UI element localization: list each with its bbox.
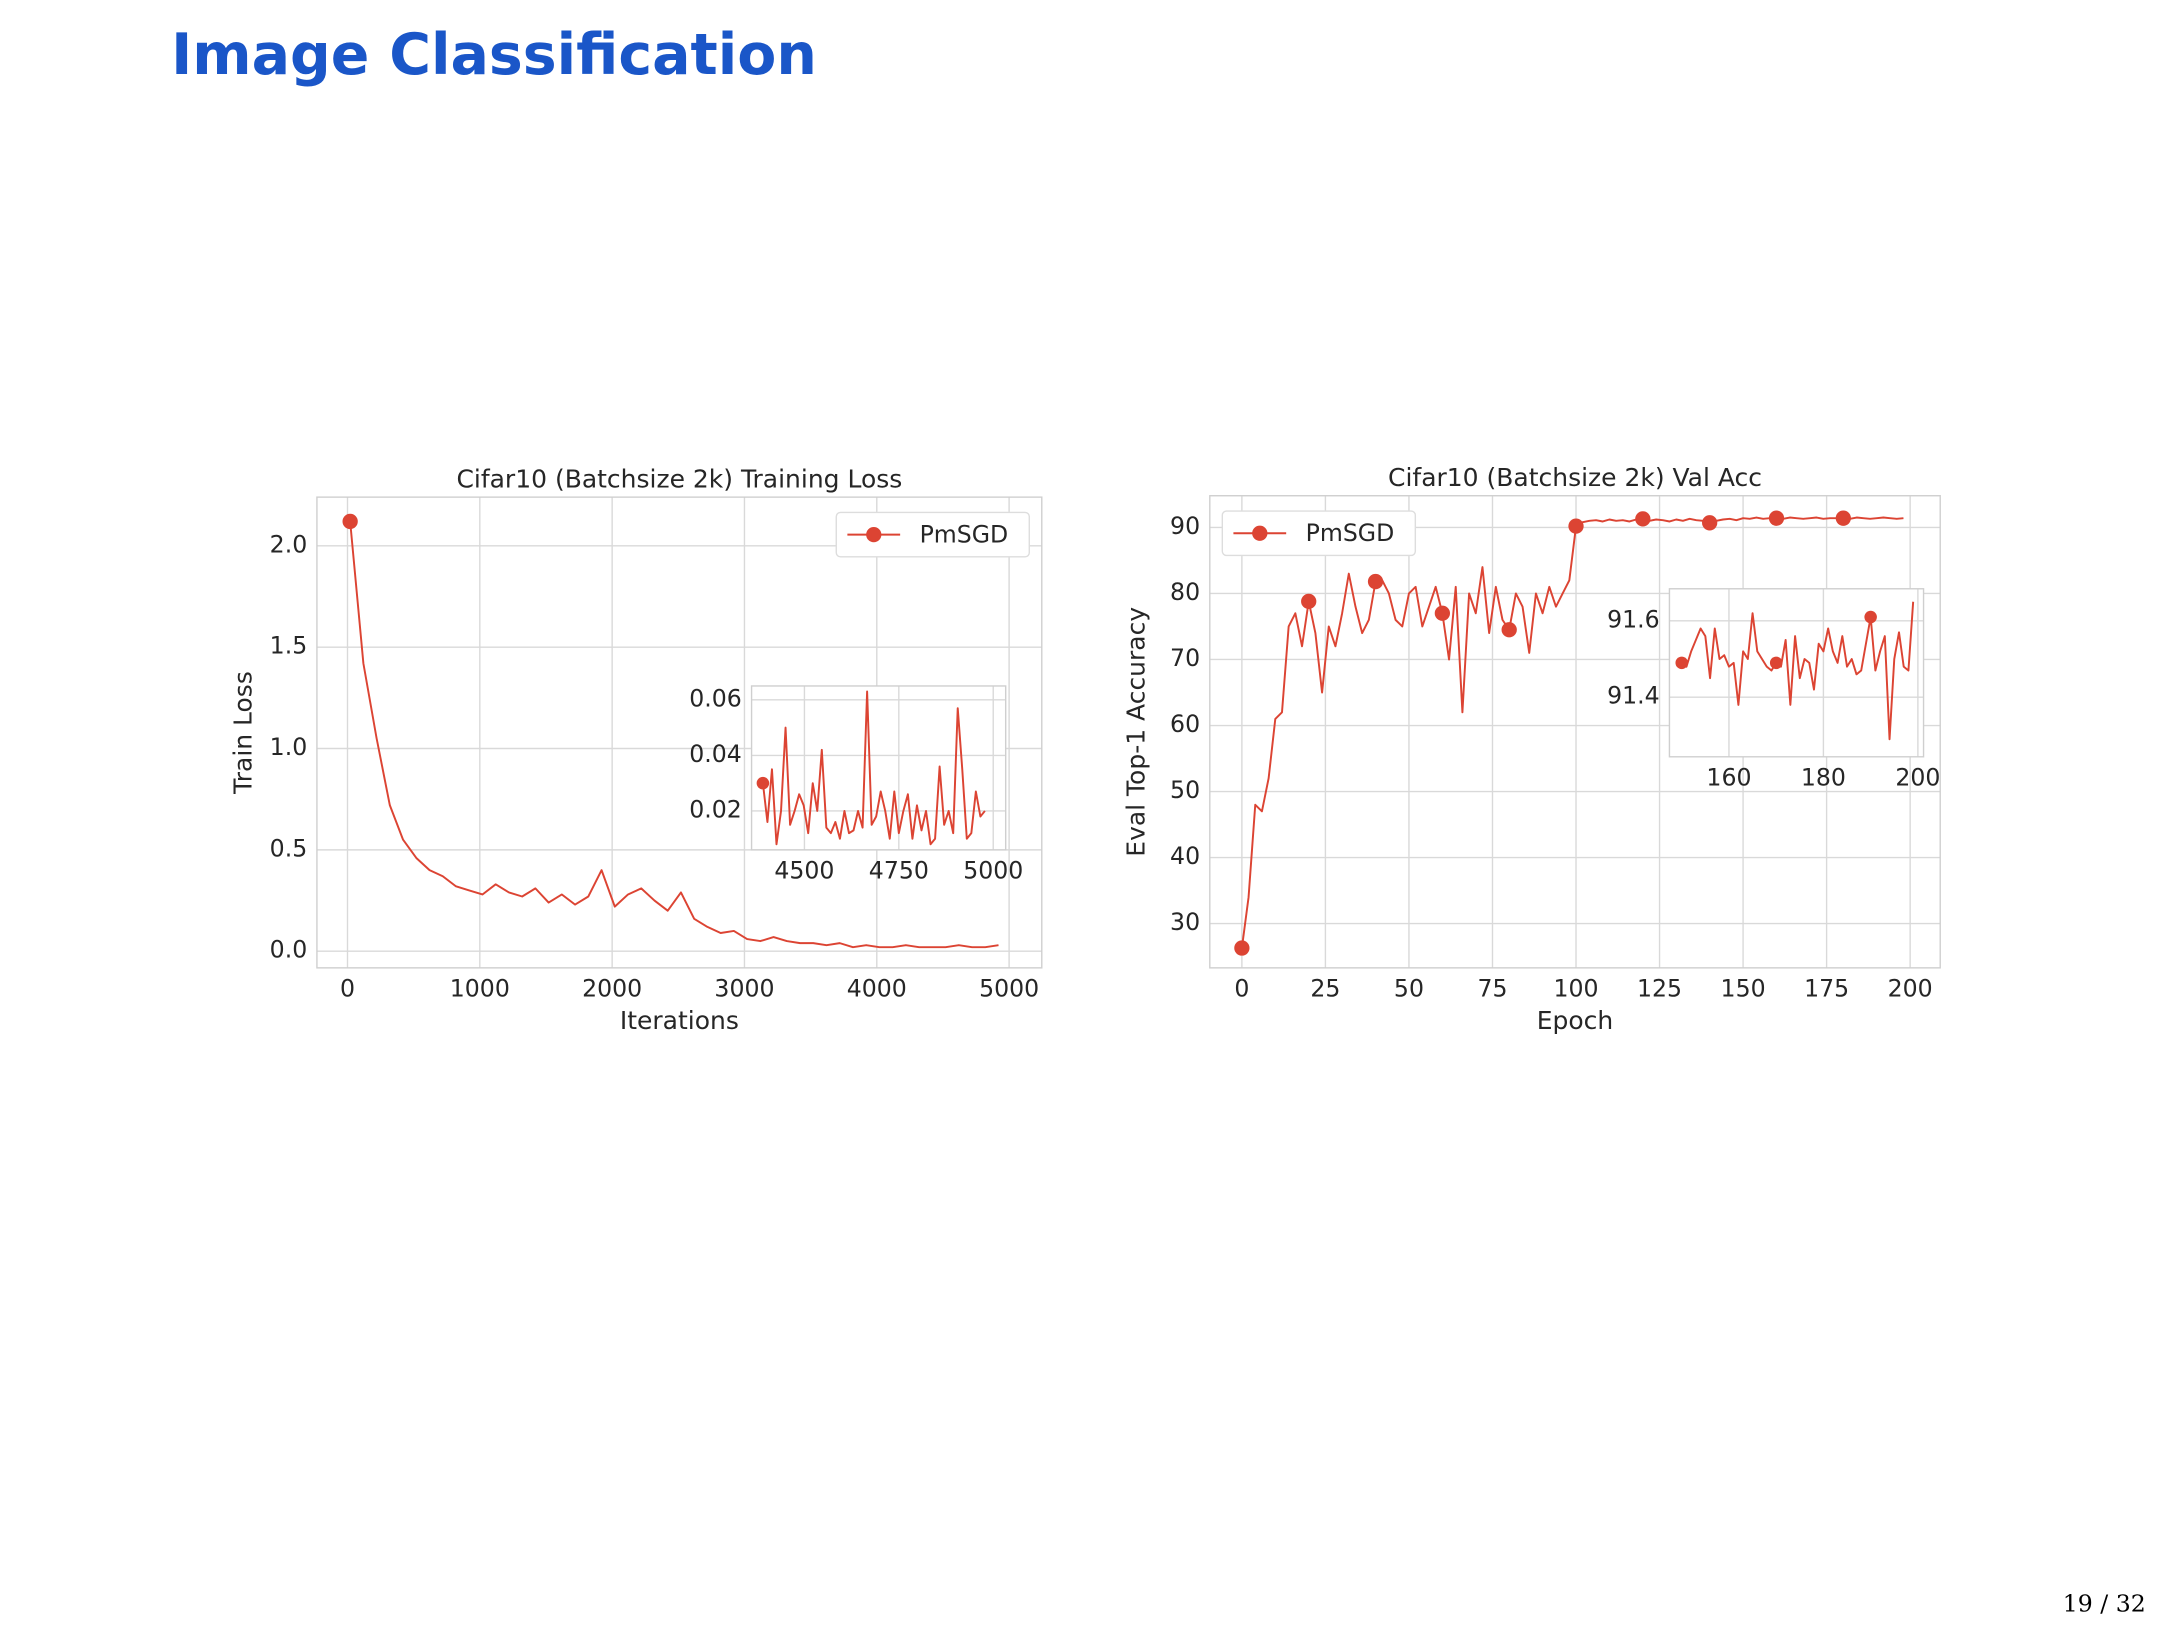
- x-tick-label: 4000: [847, 975, 907, 1003]
- data-marker: [756, 776, 770, 790]
- plot-frame: [316, 496, 1043, 969]
- legend-label: PmSGD: [1306, 519, 1395, 547]
- data-marker: [1864, 610, 1877, 624]
- y-tick-label: 80: [1170, 578, 1200, 606]
- data-marker: [1568, 518, 1584, 534]
- plot-area: [1669, 588, 1924, 757]
- data-line: [761, 690, 986, 846]
- legend-label: PmSGD: [920, 521, 1009, 549]
- x-tick-label: 0: [340, 975, 355, 1003]
- data-marker: [1301, 593, 1317, 610]
- x-tick-label: 200: [1888, 975, 1933, 1003]
- data-marker: [1635, 511, 1651, 527]
- y-tick-label: 60: [1170, 710, 1200, 738]
- data-marker: [1434, 605, 1450, 621]
- x-tick-label: 2000: [582, 975, 642, 1003]
- x-tick-label: 5000: [979, 975, 1039, 1003]
- x-tick-label: 0: [1234, 975, 1249, 1003]
- x-tick-label: 175: [1804, 975, 1849, 1003]
- y-tick-label: 0.04: [689, 740, 742, 768]
- slide-title: Image Classification: [171, 22, 817, 88]
- x-tick-label: 150: [1721, 975, 1766, 1003]
- data-line: [1681, 601, 1915, 741]
- legend-marker: [1252, 525, 1268, 541]
- data-marker: [1675, 656, 1688, 670]
- y-tick-label: 0.02: [689, 795, 742, 823]
- y-tick-label: 0.0: [270, 936, 308, 964]
- plot-area: [751, 685, 1006, 850]
- x-tick-label: 4750: [869, 857, 929, 885]
- y-tick-label: 91.4: [1607, 682, 1660, 710]
- x-tick-label: 50: [1394, 975, 1424, 1003]
- data-marker: [1501, 622, 1517, 638]
- x-tick-label: 5000: [963, 857, 1023, 885]
- x-tick-label: 180: [1801, 764, 1846, 792]
- data-line: [349, 521, 999, 949]
- plot-frame: [750, 685, 1007, 851]
- page-number: 19 / 32: [2063, 1590, 2146, 1618]
- y-tick-label: 2.0: [270, 530, 308, 558]
- y-axis-label: Train Loss: [229, 671, 258, 795]
- legend-box: [1221, 510, 1417, 557]
- x-tick-label: 75: [1477, 975, 1507, 1003]
- y-tick-label: 90: [1170, 512, 1200, 540]
- legend-marker: [866, 526, 882, 543]
- x-tick-label: 4500: [774, 857, 834, 885]
- chart-title: Cifar10 (Batchsize 2k) Val Acc: [1388, 463, 1762, 492]
- x-tick-label: 125: [1637, 975, 1682, 1003]
- y-tick-label: 50: [1170, 776, 1200, 804]
- x-tick-label: 100: [1553, 975, 1598, 1003]
- x-tick-label: 200: [1895, 764, 1940, 792]
- data-marker: [1702, 515, 1718, 531]
- y-axis-label: Eval Top-1 Accuracy: [1122, 607, 1151, 857]
- data-marker: [1835, 510, 1851, 526]
- y-tick-label: 1.5: [270, 632, 308, 660]
- chart-title: Cifar10 (Batchsize 2k) Training Loss: [456, 464, 902, 493]
- legend-box: [835, 511, 1030, 558]
- data-line: [1240, 516, 1904, 949]
- x-tick-label: 1000: [450, 975, 510, 1003]
- plot-frame: [1668, 588, 1925, 758]
- x-axis-label: Iterations: [620, 1006, 739, 1035]
- y-tick-label: 70: [1170, 644, 1200, 672]
- data-marker: [1234, 940, 1250, 956]
- data-marker: [342, 513, 358, 530]
- y-tick-label: 40: [1170, 842, 1200, 870]
- plot-frame: [1209, 495, 1941, 969]
- x-axis-label: Epoch: [1537, 1006, 1614, 1035]
- y-tick-label: 91.6: [1607, 605, 1660, 633]
- x-tick-label: 25: [1310, 975, 1340, 1003]
- x-tick-label: 3000: [714, 975, 774, 1003]
- y-tick-label: 0.5: [270, 834, 308, 862]
- data-marker: [1768, 510, 1785, 526]
- y-tick-label: 0.06: [689, 684, 742, 712]
- data-marker: [1367, 573, 1384, 590]
- y-tick-label: 30: [1170, 908, 1200, 936]
- y-tick-label: 1.0: [270, 733, 308, 761]
- data-marker: [1769, 656, 1783, 670]
- x-tick-label: 160: [1706, 764, 1751, 792]
